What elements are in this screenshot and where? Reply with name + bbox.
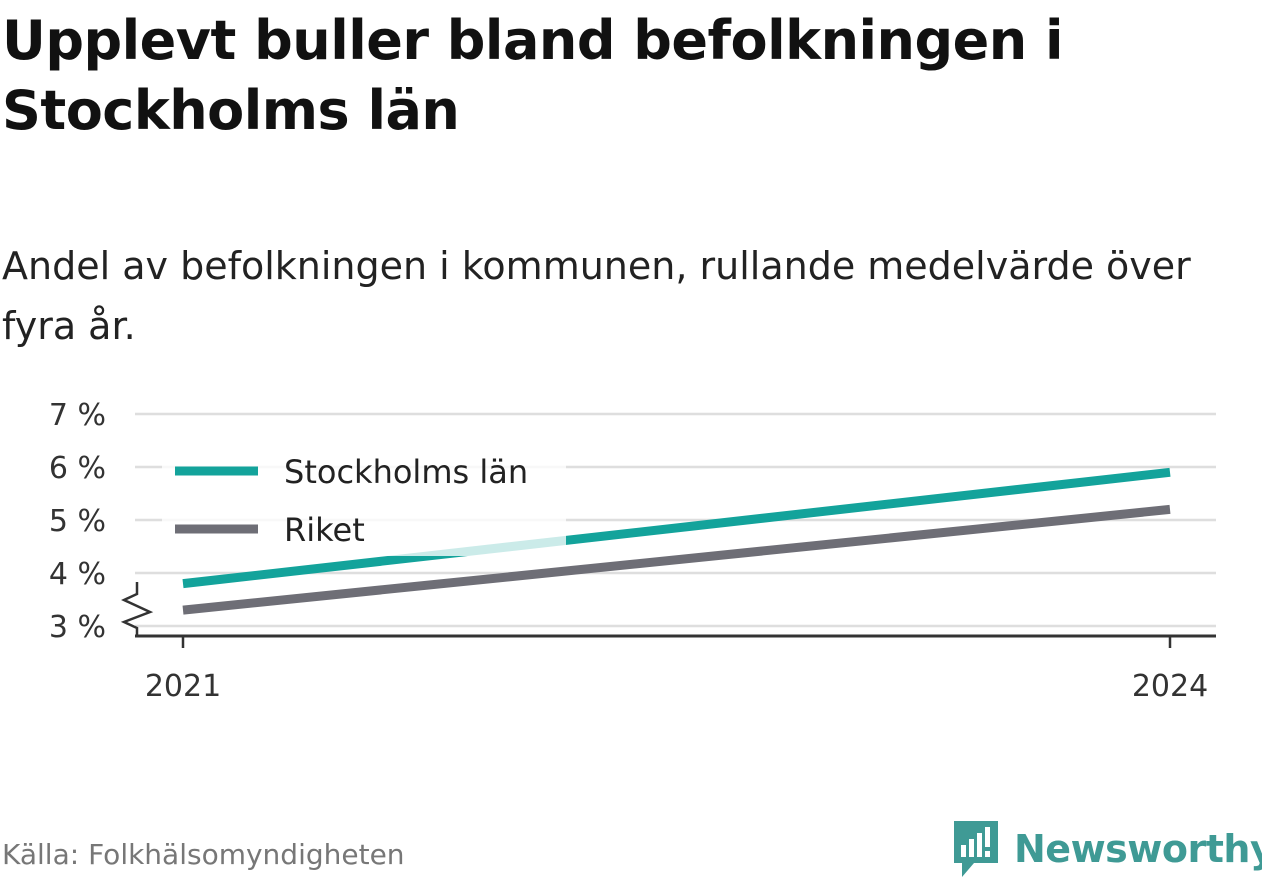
series-lines <box>182 467 1171 615</box>
axis-break-mark <box>120 582 154 636</box>
y-tick-label-6: 6 % <box>49 451 106 486</box>
y-axis-labels: 3 % 4 % 5 % 6 % 7 % <box>49 398 106 645</box>
x-tick-label-2024: 2024 <box>1132 669 1208 704</box>
y-tick-label-4: 4 % <box>49 557 106 592</box>
source-note: Källa: Folkhälsomyndigheten <box>2 838 405 871</box>
legend: Stockholms län Riket <box>162 438 566 556</box>
legend-label-1: Riket <box>284 511 365 549</box>
chart-subtitle: Andel av befolkningen i kommunen, rullan… <box>2 244 1191 348</box>
brand-logo: Newsworthy <box>952 818 1262 880</box>
y-tick-label-7: 7 % <box>49 398 106 433</box>
legend-background <box>162 438 566 556</box>
x-axis: 2021 2024 <box>120 582 1216 704</box>
x-tick-label-2021: 2021 <box>145 669 221 704</box>
y-tick-label-5: 5 % <box>49 504 106 539</box>
y-tick-label-3: 3 % <box>49 610 106 645</box>
line-chart: 3 % 4 % 5 % 6 % 7 % 2021 2024 Stockholms län R… <box>49 398 1216 704</box>
series-line-1 <box>182 504 1171 615</box>
series-line-0 <box>182 467 1171 589</box>
newsworthy-logo-icon <box>954 821 998 877</box>
legend-label-0: Stockholms län <box>284 453 528 491</box>
brand-name: Newsworthy <box>1014 827 1262 871</box>
chart-title: Upplevt buller bland befolkningen i Stoc… <box>2 9 1064 142</box>
